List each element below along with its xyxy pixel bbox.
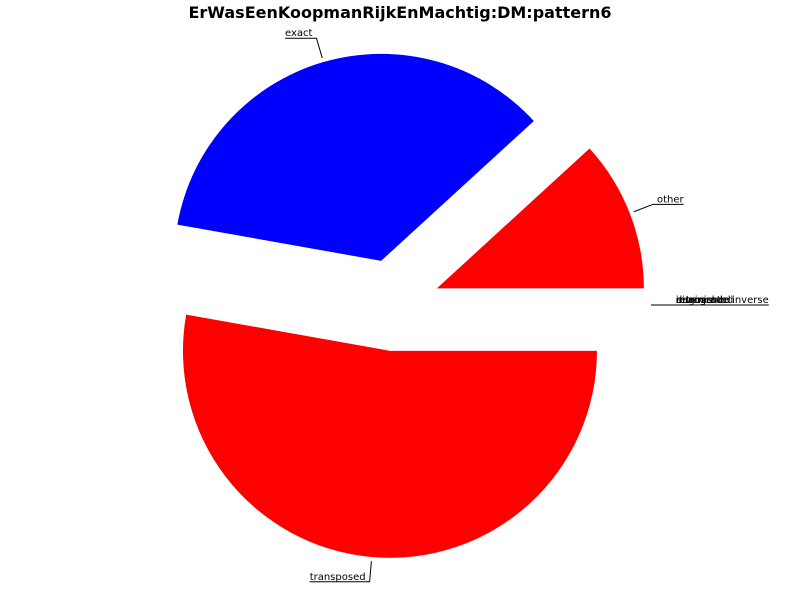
slice-label-other: other xyxy=(657,194,685,205)
slice-label-retrograde: retrograde xyxy=(676,295,729,306)
slice-label-diminished: diminished xyxy=(676,295,731,306)
pie-slice-other xyxy=(436,148,644,289)
slice-label-retrograde-inverse: retrograde inverse xyxy=(676,295,769,306)
chart-title: ErWasEenKoopmanRijkEnMachtig:DM:pattern6 xyxy=(188,3,611,22)
pie-labels: other exact transposed inverseretrograderet… xyxy=(285,28,769,583)
leader-line-other xyxy=(633,203,684,213)
slice-label-transposed: transposed xyxy=(310,572,366,583)
leader-line-exact xyxy=(285,37,323,59)
leader-line-transposed xyxy=(309,561,372,583)
slice-label-augmented: augmented xyxy=(676,295,733,306)
slice-label-inverse: inverse xyxy=(676,295,713,306)
pie-slices xyxy=(177,53,644,558)
pie-slice-exact xyxy=(177,53,534,261)
pie-slice-transposed xyxy=(182,314,597,558)
slice-label-exact: exact xyxy=(285,28,313,39)
